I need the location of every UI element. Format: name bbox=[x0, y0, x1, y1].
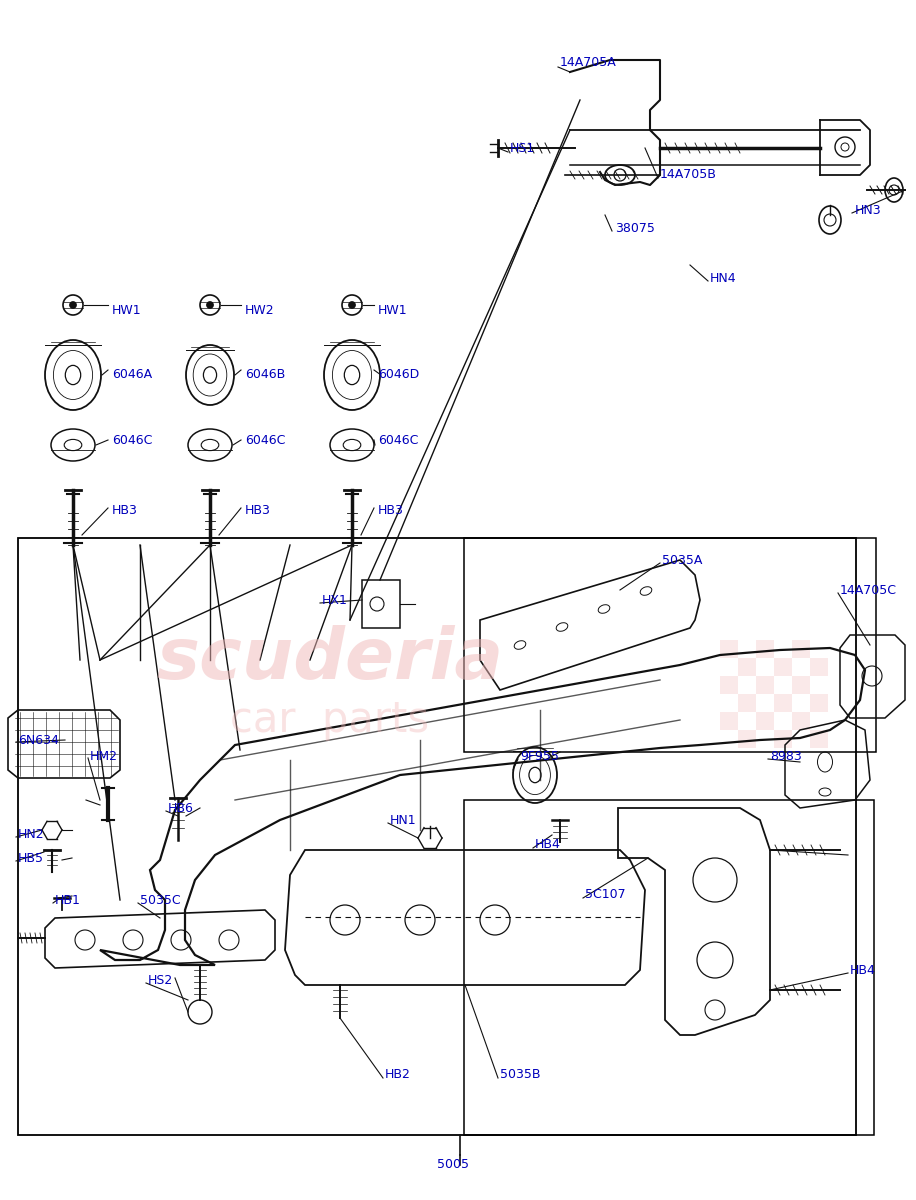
Bar bbox=[792, 658, 810, 676]
Text: 6046D: 6046D bbox=[378, 368, 420, 382]
Bar bbox=[756, 730, 774, 748]
Bar bbox=[738, 694, 756, 712]
Bar bbox=[464, 538, 876, 752]
Bar bbox=[362, 580, 400, 628]
Text: 14A705B: 14A705B bbox=[660, 168, 717, 181]
Text: 6046A: 6046A bbox=[112, 368, 152, 382]
Text: 5035C: 5035C bbox=[140, 894, 180, 906]
Text: car  parts: car parts bbox=[231, 698, 430, 740]
Bar bbox=[810, 658, 828, 676]
Bar bbox=[810, 712, 828, 730]
Text: 6046C: 6046C bbox=[245, 433, 286, 446]
Text: HS1: HS1 bbox=[510, 142, 535, 155]
Text: HS2: HS2 bbox=[148, 973, 173, 986]
Bar bbox=[720, 712, 738, 730]
Bar bbox=[774, 640, 792, 658]
Bar bbox=[810, 640, 828, 658]
Text: HX1: HX1 bbox=[322, 594, 348, 606]
Bar bbox=[792, 640, 810, 658]
Bar bbox=[720, 730, 738, 748]
Text: 38075: 38075 bbox=[615, 222, 655, 234]
Bar bbox=[18, 538, 856, 1135]
Text: 8983: 8983 bbox=[770, 750, 802, 762]
Bar bbox=[738, 658, 756, 676]
Bar bbox=[756, 712, 774, 730]
Text: HN3: HN3 bbox=[855, 204, 881, 216]
Bar bbox=[756, 676, 774, 694]
Bar bbox=[810, 730, 828, 748]
Bar bbox=[720, 676, 738, 694]
Text: 5035A: 5035A bbox=[662, 553, 703, 566]
Bar bbox=[464, 800, 874, 1135]
Bar bbox=[774, 712, 792, 730]
Bar bbox=[738, 640, 756, 658]
Text: HW1: HW1 bbox=[378, 304, 408, 317]
Text: HB3: HB3 bbox=[245, 504, 271, 516]
Text: 6046B: 6046B bbox=[245, 368, 285, 382]
Text: 6046C: 6046C bbox=[112, 433, 152, 446]
Bar bbox=[720, 640, 738, 658]
Text: HB5: HB5 bbox=[18, 852, 44, 864]
Text: scuderia: scuderia bbox=[157, 625, 504, 695]
Bar bbox=[792, 712, 810, 730]
Bar bbox=[810, 676, 828, 694]
Circle shape bbox=[348, 301, 355, 308]
Text: 5005: 5005 bbox=[437, 1158, 469, 1171]
Text: HB2: HB2 bbox=[385, 1068, 411, 1081]
Bar bbox=[756, 694, 774, 712]
Bar bbox=[738, 676, 756, 694]
Text: 5C107: 5C107 bbox=[585, 888, 626, 901]
Bar bbox=[774, 694, 792, 712]
Text: 14A705A: 14A705A bbox=[560, 55, 616, 68]
Bar bbox=[738, 730, 756, 748]
Bar bbox=[774, 658, 792, 676]
Text: HB4: HB4 bbox=[535, 839, 561, 852]
Bar bbox=[756, 640, 774, 658]
Bar bbox=[792, 676, 810, 694]
Text: HW1: HW1 bbox=[112, 304, 142, 317]
Text: HM2: HM2 bbox=[90, 750, 118, 762]
Circle shape bbox=[70, 301, 77, 308]
Bar bbox=[792, 694, 810, 712]
Bar bbox=[774, 730, 792, 748]
Text: 6046C: 6046C bbox=[378, 433, 419, 446]
Bar bbox=[810, 694, 828, 712]
Bar bbox=[792, 730, 810, 748]
Bar bbox=[738, 712, 756, 730]
Text: HN1: HN1 bbox=[390, 814, 417, 827]
Text: HN4: HN4 bbox=[710, 271, 736, 284]
Bar bbox=[720, 694, 738, 712]
Text: HB6: HB6 bbox=[168, 802, 194, 815]
Text: 14A705C: 14A705C bbox=[840, 583, 897, 596]
Text: 9F955: 9F955 bbox=[520, 750, 559, 762]
Text: 5035B: 5035B bbox=[500, 1068, 540, 1081]
Text: 6N634: 6N634 bbox=[18, 733, 59, 746]
Text: HB3: HB3 bbox=[378, 504, 404, 516]
Text: HN2: HN2 bbox=[18, 828, 45, 840]
Text: HB1: HB1 bbox=[55, 894, 81, 906]
Text: HW2: HW2 bbox=[245, 304, 275, 317]
Text: HB3: HB3 bbox=[112, 504, 138, 516]
Bar bbox=[756, 658, 774, 676]
Text: HB4: HB4 bbox=[850, 964, 876, 977]
Circle shape bbox=[206, 301, 213, 308]
Bar bbox=[774, 676, 792, 694]
Bar bbox=[720, 658, 738, 676]
